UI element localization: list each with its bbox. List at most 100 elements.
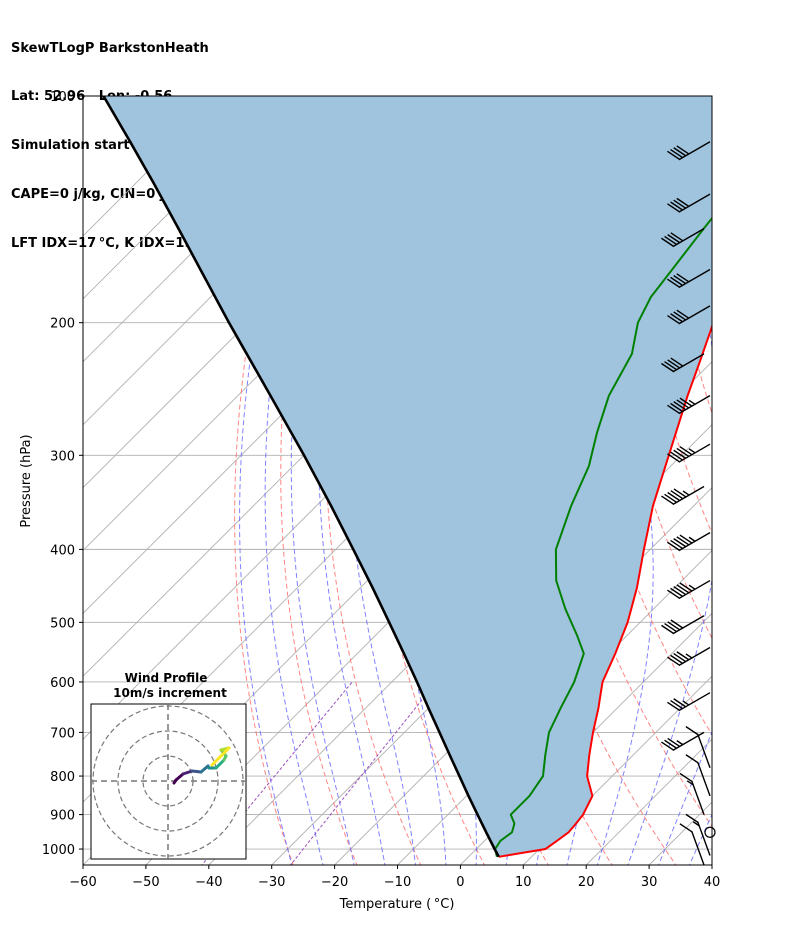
x-tick-label: −10 — [384, 875, 411, 890]
y-tick-label: 900 — [50, 809, 75, 824]
barb-flag — [664, 235, 677, 246]
barb-half-flag — [676, 740, 684, 746]
barb-flag — [673, 652, 687, 663]
barb-flag — [673, 538, 687, 548]
barb-staff — [678, 692, 711, 712]
barb-flag — [676, 584, 690, 594]
barb-flag — [673, 698, 687, 708]
barb-half-flag — [688, 448, 696, 454]
y-axis-label: Pressure (hPa) — [19, 434, 34, 527]
barb-staff — [672, 353, 705, 373]
barb-flag — [670, 148, 683, 159]
x-tick-label: −50 — [132, 875, 159, 890]
barb-staff — [678, 305, 711, 325]
dewpoint-line — [494, 216, 712, 858]
x-tick-label: 10 — [515, 875, 532, 890]
barb-flag — [664, 739, 677, 749]
dry-adiabat — [727, 96, 794, 874]
barb-flag — [685, 754, 699, 764]
axes: −60 −50 −40 −30 −20 −10 0 10 20 30 40 1000 900 800 700… — [42, 90, 720, 890]
barb-flag — [679, 582, 693, 592]
barb-half-flag — [688, 399, 696, 405]
barb-staff — [678, 268, 711, 289]
barb-flag — [673, 274, 687, 285]
barb-flag — [661, 237, 674, 247]
barb-flag — [685, 726, 699, 736]
barb-flag — [667, 541, 680, 551]
barb-flag — [667, 278, 680, 288]
barb-flag — [670, 490, 684, 500]
barb-staff — [672, 615, 705, 635]
isotherm-line — [83, 96, 224, 237]
barb-flag — [679, 397, 693, 407]
barb-staff — [691, 780, 705, 815]
barb-half-flag — [692, 821, 700, 827]
y-tick-label: 1000 — [42, 843, 75, 858]
x-tick-label: 20 — [578, 875, 595, 890]
inset-title: Wind Profile — [125, 671, 208, 685]
barb-flag — [670, 654, 683, 664]
temperature-line — [498, 323, 712, 858]
barb-staff — [672, 227, 705, 248]
barb-flag — [667, 359, 681, 369]
wind-barbs — [661, 141, 716, 866]
barb-flag — [676, 536, 690, 546]
barb-flag — [673, 311, 687, 321]
wind-profile-inset: Wind Profile 10m/s increment — [90, 671, 247, 860]
y-tick-label: 600 — [50, 676, 75, 691]
barb-half-flag — [682, 700, 690, 706]
x-tick-label: 40 — [704, 875, 721, 890]
barb-flag — [670, 619, 684, 629]
x-tick-label: −20 — [321, 875, 348, 890]
x-tick-label: 30 — [641, 875, 658, 890]
moist-adiabat — [627, 96, 712, 865]
barb-half-flag — [688, 536, 696, 542]
barb-flag — [676, 399, 690, 409]
moist-adiabat — [715, 79, 794, 876]
barb-flag — [685, 813, 699, 823]
barb-half-flag — [686, 780, 694, 786]
barb-flag — [676, 197, 690, 207]
barb-flag — [679, 772, 693, 783]
barb-flag — [667, 737, 681, 748]
barb-flag — [661, 362, 674, 373]
barb-staff — [672, 731, 705, 752]
barb-half-flag — [688, 584, 696, 590]
chart-title: SkewTLogP BarkstonHeath — [11, 40, 209, 56]
barb-flag — [667, 491, 681, 502]
barb-staff — [697, 821, 711, 856]
barb-flag — [670, 451, 683, 461]
y-tick-label: 400 — [50, 543, 75, 558]
moist-adiabat — [239, 96, 311, 865]
barb-staff — [678, 646, 711, 667]
mixing-ratio-line — [289, 681, 437, 865]
y-tick-label: 800 — [50, 770, 75, 785]
barb-half-flag — [685, 653, 693, 659]
barb-flag — [667, 621, 681, 631]
x-tick-label: −40 — [195, 875, 222, 890]
barb-flag — [673, 488, 687, 498]
barb-flag — [679, 446, 693, 456]
moist-adiabat — [264, 96, 329, 865]
dry-adiabat — [760, 96, 794, 874]
hodograph-segment — [214, 758, 226, 770]
x-tick-label: −30 — [258, 875, 285, 890]
isotherm-line — [711, 864, 712, 865]
hodograph-ring — [117, 730, 219, 832]
barb-staff — [697, 733, 711, 769]
x-tick-label: 0 — [456, 875, 464, 890]
cape-cin-fill — [103, 96, 712, 857]
barb-staff — [691, 830, 705, 866]
barb-flag — [667, 150, 680, 160]
barb-staff — [678, 193, 711, 213]
hodograph-segment — [210, 746, 231, 767]
calm-wind-circle — [704, 826, 716, 838]
barb-flag — [676, 447, 690, 458]
barb-flag — [679, 823, 693, 833]
barb-flag — [670, 357, 684, 367]
x-axis-label: Temperature ( °C) — [339, 897, 455, 912]
hodograph — [91, 704, 246, 859]
barb-flag — [676, 145, 690, 155]
barb-half-flag — [682, 490, 690, 496]
